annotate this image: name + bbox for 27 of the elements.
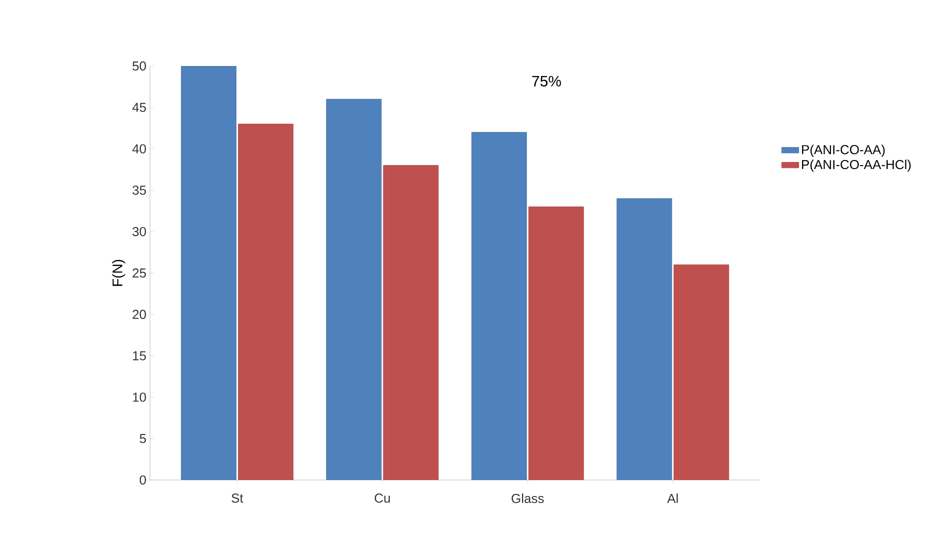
y-tick-label: 20: [132, 310, 146, 319]
legend-label: P(ANI-CO-AA): [802, 144, 885, 157]
y-tick-label: 35: [132, 186, 146, 195]
text: 75%: [532, 76, 561, 86]
bar: [238, 124, 294, 480]
y-tick-label: 5: [140, 434, 146, 444]
x-tick-label: St: [232, 494, 244, 503]
bar: [326, 98, 382, 480]
y-tick-label: 25: [132, 268, 146, 278]
y-tick-label: 40: [132, 144, 146, 154]
y-axis-title: F(N): [112, 260, 126, 286]
bar: [383, 165, 439, 480]
x-tick-label: Cu: [374, 494, 390, 503]
y-tick-label: 50: [132, 61, 146, 71]
bar: [616, 198, 672, 480]
bar: [471, 132, 527, 480]
y-tick-label: 0: [140, 475, 146, 485]
y-tick-label: 30: [132, 226, 146, 236]
bar: [674, 264, 730, 480]
y-tick-label: 45: [132, 102, 146, 112]
bar: [180, 66, 236, 480]
x-tick-label: Al: [667, 494, 678, 503]
y-tick-label: 10: [133, 392, 146, 402]
y-tick-label: 15: [133, 351, 146, 360]
legend-label: P(ANI-CO-AA-HCl): [802, 160, 911, 172]
bar: [528, 206, 584, 480]
x-tick-label: Glass: [512, 494, 544, 504]
